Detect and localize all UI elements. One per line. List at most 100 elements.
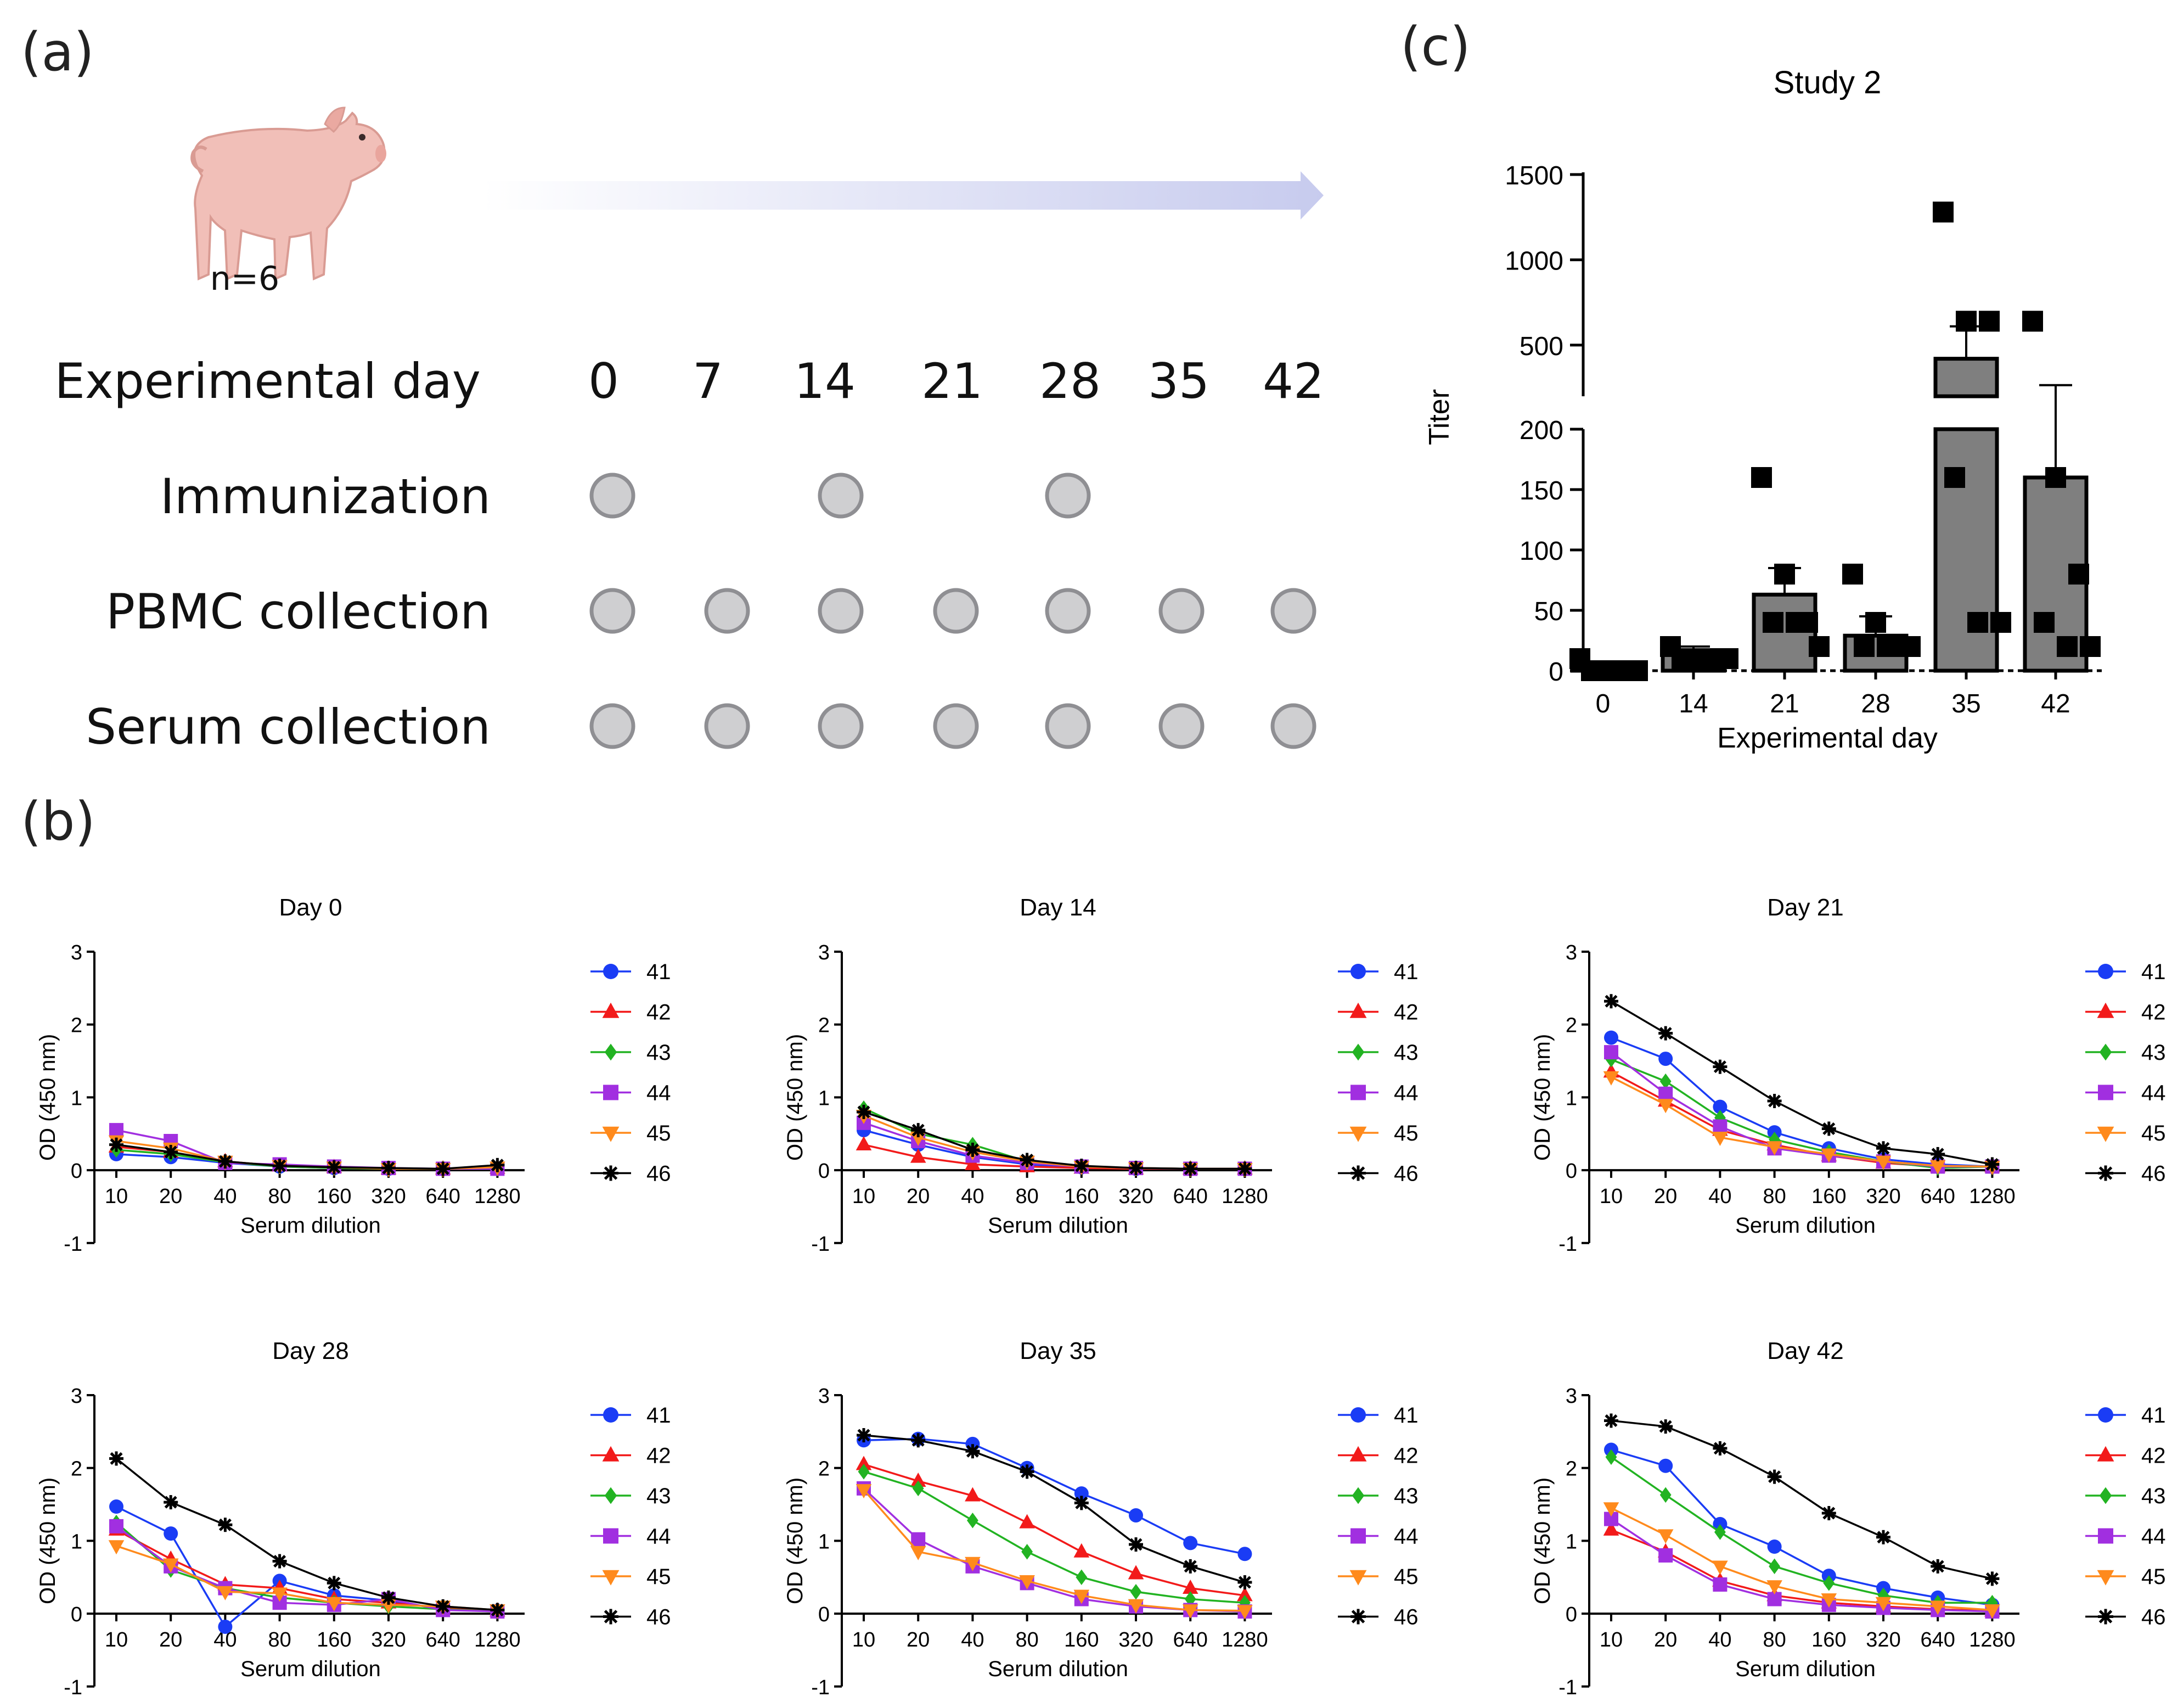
data-point [1658,1026,1673,1041]
chart-title: Day 21 [1767,894,1843,921]
data-point [2034,612,2055,633]
data-point [1865,612,1886,633]
data-point [911,1433,926,1448]
x-tick-label: 10 [1600,1185,1623,1208]
data-point [1821,1121,1836,1136]
data-point [1769,1132,1780,1148]
y-axis-label: OD (450 nm) [783,1477,807,1604]
y-tick-label: 1 [818,1087,830,1110]
data-point [604,1487,617,1504]
schedule-day-label: 7 [693,353,723,409]
data-point [965,1487,981,1502]
schedule-dot [1045,473,1091,519]
legend-label: 41 [646,1403,671,1428]
y-tick-label: 3 [818,1385,830,1408]
data-point [1877,1587,1889,1604]
data-point [2097,1002,2114,1018]
data-point [1239,1594,1251,1611]
data-point [856,1136,872,1151]
y-tick-label: 100 [1520,537,1563,566]
data-point [2098,1085,2113,1100]
schedule-header-label: Experimental day [54,353,481,409]
data-point [1929,1160,1946,1175]
data-point [1603,1521,1619,1536]
data-point [856,1484,872,1499]
chart-title: Day 42 [1767,1338,1843,1364]
data-point [1183,1536,1198,1550]
data-point [1351,1085,1366,1100]
y-tick-label: 3 [1566,1385,1577,1408]
legend-label: 43 [2141,1484,2166,1508]
data-point [1183,1161,1198,1176]
x-tick-label: 640 [1920,1628,1955,1651]
legend-label: 46 [2141,1162,2166,1186]
data-point [1074,1486,1089,1501]
schedule-dot [589,473,635,519]
data-point [1604,1030,1618,1045]
data-point [1627,660,1648,681]
x-axis-label: Serum dilution [988,1657,1128,1681]
x-tick-label: 320 [1866,1628,1900,1651]
legend-label: 44 [2141,1525,2166,1549]
data-point [218,1518,233,1532]
data-point [1767,1094,1782,1109]
x-tick-label: 1280 [1969,1628,2016,1651]
legend-label: 46 [646,1162,671,1186]
legend-label: 43 [1394,1484,1419,1508]
schedule-dot [704,588,750,634]
y-tick-label: 3 [1566,941,1577,964]
data-point [967,1512,978,1529]
data-point [1821,1148,1837,1163]
data-point [1695,648,1715,669]
x-tick-label: 80 [1015,1185,1038,1208]
x-axis-label: Experimental day [1717,722,1938,754]
y-tick-label: 0 [1566,1160,1577,1183]
x-tick-label: 160 [317,1185,351,1208]
x-tick-label: 40 [961,1185,984,1208]
data-point [1990,612,2011,633]
data-point [603,1165,618,1181]
data-point [1842,564,1863,585]
data-point [1713,1441,1728,1456]
data-point [965,1142,980,1157]
series-line-43 [1611,1058,1993,1169]
x-tick-label: 160 [1064,1185,1099,1208]
x-tick-label: 320 [1118,1185,1153,1208]
y-tick-label: -1 [1558,1676,1577,1699]
data-point [1237,1605,1253,1620]
schedule-dot [589,703,635,749]
x-tick-label: 10 [852,1628,875,1651]
data-point [109,1123,123,1138]
data-point [857,1428,871,1442]
schedule-dot [704,703,750,749]
data-point [1823,1575,1835,1591]
data-point [1876,1530,1890,1544]
data-point [1182,1604,1198,1619]
line-chart-b3: Day 21 -1 0 1 2 3 OD (450 nm) 10 20 40 80 160 320 640… [1530,894,2166,1256]
data-point [965,1444,980,1459]
data-point [1985,1157,2000,1172]
y-tick-label: -1 [64,1676,82,1699]
x-tick-label: 160 [317,1628,351,1651]
y-tick-label: 2 [71,1014,82,1037]
data-point [1767,1540,1782,1554]
data-point [1875,1155,1892,1170]
schedule-dot [589,588,635,634]
data-point [1718,648,1738,669]
y-tick-label: 0 [71,1160,82,1183]
data-point [1349,1002,1367,1018]
data-point [856,1456,872,1470]
data-point [381,1161,396,1176]
legend-label: 41 [1394,1403,1419,1428]
data-point [911,1532,926,1547]
data-point [1073,1543,1090,1558]
legend-label: 44 [1394,1081,1419,1105]
schedule-day-label: 35 [1148,353,1209,409]
data-point [1076,1569,1088,1586]
data-point [603,1528,618,1544]
data-point [2068,564,2089,585]
schedule-day-label: 42 [1263,353,1324,409]
y-tick-label: 1 [818,1530,830,1553]
y-tick-label: 3 [71,1385,82,1408]
